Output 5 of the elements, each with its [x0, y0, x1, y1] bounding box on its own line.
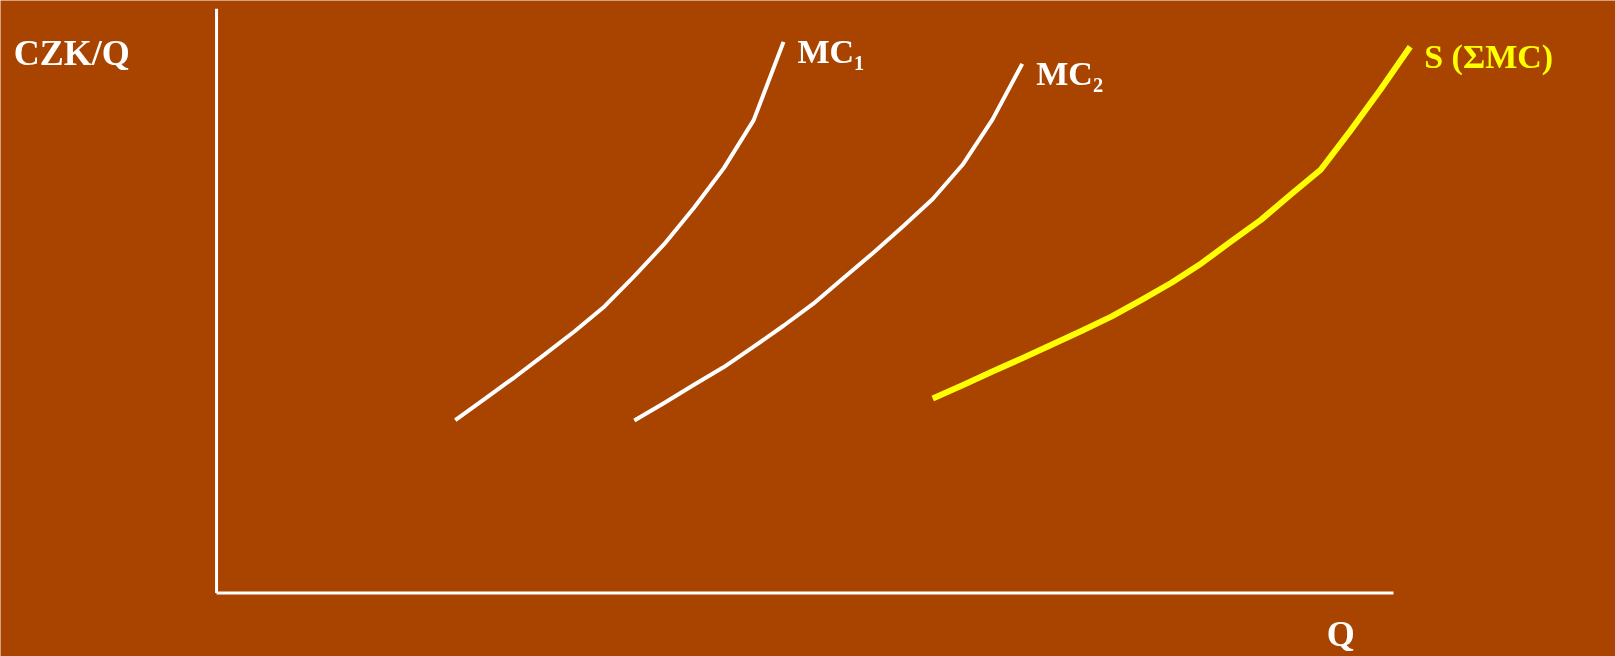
series-label: MC₂	[1036, 55, 1104, 93]
y-axis-title: CZK/Q	[13, 32, 130, 73]
series-label: S (ΣMC)	[1424, 38, 1554, 77]
x-axis-title: Q	[1326, 614, 1355, 655]
series-label: MC₁	[797, 33, 865, 71]
